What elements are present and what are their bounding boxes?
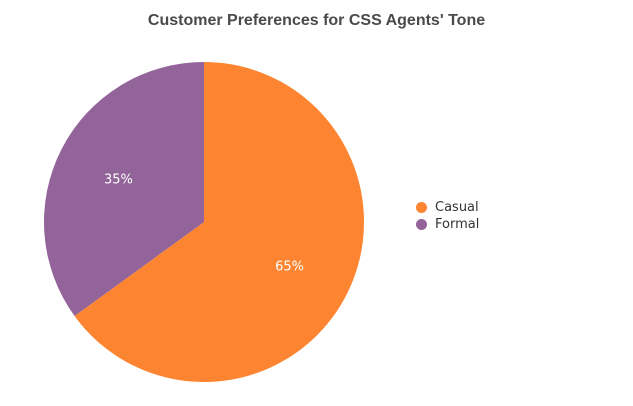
slice-label-casual: 65% [275,260,304,275]
legend-item-formal[interactable]: Formal [416,216,479,233]
pie-slice-formal[interactable] [43,62,204,317]
legend: Casual Formal [416,199,479,233]
chart-title: Customer Preferences for CSS Agents' Ton… [147,12,486,29]
legend-item-casual[interactable]: Casual [416,199,479,216]
legend-dot-icon [416,219,427,230]
legend-label: Casual [435,200,479,215]
pie-slice-casual[interactable] [74,62,364,382]
legend-dot-icon [416,202,427,213]
legend-label: Formal [435,217,480,232]
slice-label-formal: 35% [104,172,133,187]
